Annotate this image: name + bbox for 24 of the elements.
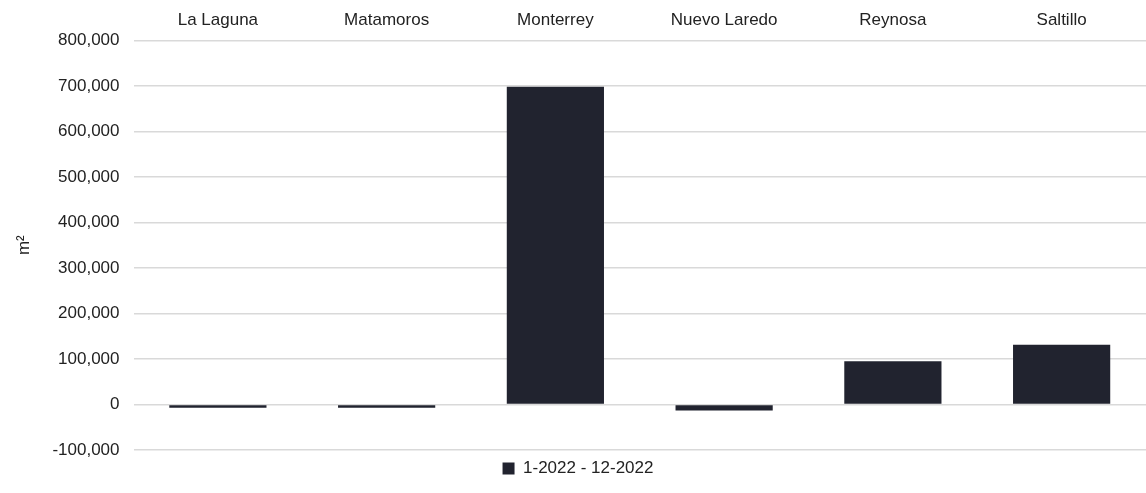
- bar: [506, 86, 604, 404]
- y-tick-label: 500,000: [58, 166, 120, 186]
- x-tick-label: Saltillo: [1036, 9, 1087, 29]
- x-tick-label: Monterrey: [517, 9, 595, 29]
- y-tick-label: 600,000: [58, 121, 120, 141]
- bar: [338, 405, 436, 408]
- x-tick-label: Reynosa: [859, 9, 927, 29]
- bar: [844, 361, 942, 404]
- x-tick-label: Nuevo Laredo: [670, 9, 778, 29]
- y-tick-label: 800,000: [58, 30, 120, 50]
- y-tick-label: 200,000: [58, 303, 120, 323]
- y-tick-label: 0: [110, 394, 120, 414]
- y-tick-label: 300,000: [58, 257, 120, 277]
- x-tick-label: Matamoros: [344, 9, 430, 29]
- y-tick-label: 400,000: [58, 212, 120, 232]
- legend-label: 1-2022 - 12-2022: [523, 458, 654, 478]
- y-tick-label: 700,000: [58, 75, 120, 95]
- bar: [675, 405, 773, 411]
- x-tick-label: La Laguna: [177, 9, 259, 29]
- y-tick-label: 100,000: [58, 348, 120, 368]
- y-tick-label: -100,000: [52, 439, 120, 459]
- y-axis-title: m²: [13, 234, 33, 256]
- bar: [1013, 344, 1111, 404]
- bar: [169, 405, 267, 408]
